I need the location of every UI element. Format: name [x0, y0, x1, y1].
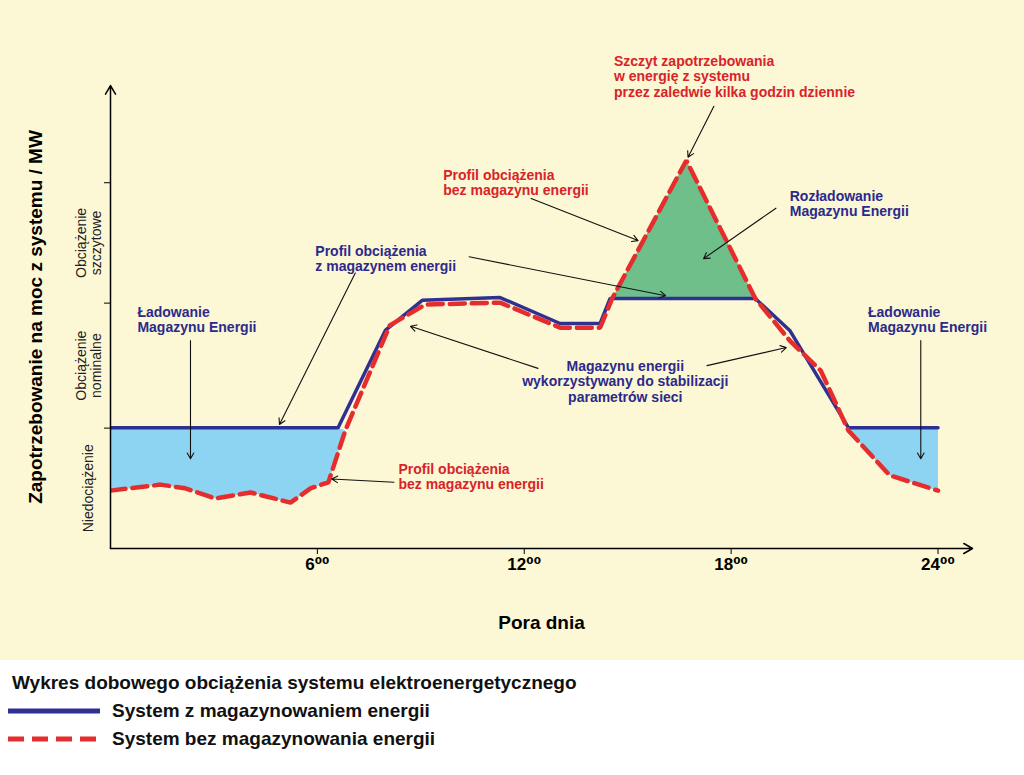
svg-text:Profil obciążeniabez magazynu: Profil obciążeniabez magazynu energii	[443, 167, 588, 198]
svg-text:Profil obciążeniabez magazynu: Profil obciążeniabez magazynu energii	[398, 461, 543, 492]
html-text:System z magazynowaniem energi: System z magazynowaniem energii	[112, 700, 430, 721]
svg-text:Pora dnia: Pora dnia	[498, 612, 585, 633]
html-text:Wykres dobowego obciążenia sys: Wykres dobowego obciążenia systemu elekt…	[12, 672, 577, 693]
svg-text:RozładowanieMagazynu Energii: RozładowanieMagazynu Energii	[790, 188, 909, 219]
svg-text:ŁadowanieMagazynu Energii: ŁadowanieMagazynu Energii	[868, 304, 987, 335]
svg-text:Profil obciążeniaz magazynem e: Profil obciążeniaz magazynem energii	[315, 243, 456, 274]
svg-text:18⁰⁰: 18⁰⁰	[714, 555, 748, 574]
svg-text:Magazynu energiiwykorzystywany: Magazynu energiiwykorzystywany do stabil…	[521, 358, 728, 405]
svg-text:24⁰⁰: 24⁰⁰	[921, 555, 955, 574]
svg-text:Szczyt zapotrzebowaniaw energi: Szczyt zapotrzebowaniaw energię z system…	[613, 53, 855, 100]
svg-text:6⁰⁰: 6⁰⁰	[305, 555, 329, 574]
svg-text:Obciążenieszczytowe: Obciążenieszczytowe	[73, 208, 104, 278]
svg-text:ŁadowanieMagazynu Energii: ŁadowanieMagazynu Energii	[137, 304, 256, 335]
svg-text:12⁰⁰: 12⁰⁰	[507, 555, 541, 574]
svg-text:Obciążenienominalne: Obciążenienominalne	[73, 330, 104, 400]
svg-text:Niedociążenie: Niedociążenie	[80, 444, 96, 532]
html-text:System bez magazynowania energ: System bez magazynowania energii	[112, 728, 436, 749]
svg-text:Zapotrzebowanie na moc z syste: Zapotrzebowanie na moc z systemu / MW	[25, 130, 46, 504]
